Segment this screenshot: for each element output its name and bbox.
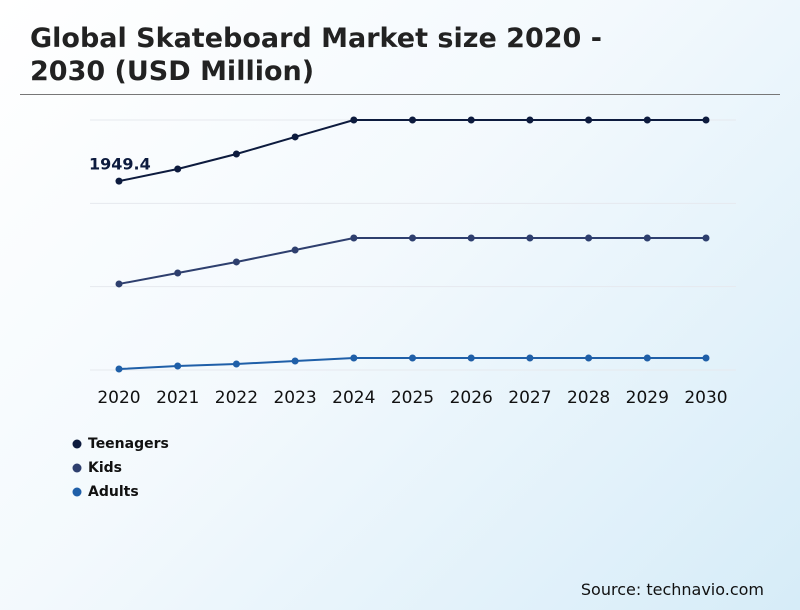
data-point bbox=[643, 234, 651, 242]
legend-marker bbox=[72, 487, 82, 497]
data-point bbox=[585, 354, 593, 362]
x-tick-label: 2023 bbox=[273, 388, 316, 408]
legend-label: Adults bbox=[88, 484, 139, 500]
x-tick-label: 2020 bbox=[97, 388, 140, 408]
data-point bbox=[174, 362, 182, 370]
data-point bbox=[643, 354, 651, 362]
data-point bbox=[291, 357, 299, 365]
series-line bbox=[118, 119, 706, 183]
data-point bbox=[467, 354, 475, 362]
x-tick-label: 2027 bbox=[508, 388, 551, 408]
legend-marker bbox=[72, 463, 82, 473]
data-point bbox=[232, 360, 240, 368]
data-point bbox=[350, 116, 358, 124]
title-rule bbox=[20, 94, 780, 95]
x-tick-label: 2022 bbox=[215, 388, 258, 408]
x-tick-label: 2029 bbox=[626, 388, 669, 408]
legend-label: Kids bbox=[88, 460, 122, 476]
chart-title: Global Skateboard Market size 2020 - 203… bbox=[30, 23, 602, 87]
data-point bbox=[702, 116, 710, 124]
data-point bbox=[526, 354, 534, 362]
legend-label: Teenagers bbox=[88, 436, 169, 452]
data-point bbox=[174, 269, 182, 277]
data-point bbox=[115, 280, 123, 288]
x-tick-label: 2024 bbox=[332, 388, 375, 408]
data-label: 1949.4 bbox=[89, 155, 151, 174]
x-tick-label: 2026 bbox=[450, 388, 493, 408]
x-tick-label: 2025 bbox=[391, 388, 434, 408]
data-point bbox=[409, 234, 416, 242]
data-point bbox=[115, 365, 123, 373]
data-point bbox=[409, 116, 416, 124]
x-tick-label: 2028 bbox=[567, 388, 610, 408]
x-tick-label: 2021 bbox=[156, 388, 199, 408]
data-point bbox=[585, 116, 593, 124]
data-point bbox=[291, 133, 299, 141]
data-point bbox=[526, 234, 534, 242]
data-point bbox=[174, 165, 182, 173]
series-line bbox=[118, 237, 706, 285]
data-point bbox=[585, 234, 593, 242]
data-point bbox=[291, 246, 299, 254]
data-point bbox=[643, 116, 651, 124]
data-point bbox=[115, 177, 123, 185]
x-tick-label: 2030 bbox=[684, 388, 727, 408]
data-point bbox=[232, 150, 240, 158]
data-point bbox=[350, 354, 358, 362]
legend-marker bbox=[72, 439, 82, 449]
data-point bbox=[467, 234, 475, 242]
data-point bbox=[467, 116, 475, 124]
data-point bbox=[350, 234, 358, 242]
data-point bbox=[232, 258, 240, 266]
data-point bbox=[702, 234, 710, 242]
data-point bbox=[702, 354, 710, 362]
source: Source: technavio.com bbox=[580, 580, 764, 599]
data-point bbox=[409, 354, 416, 362]
data-point bbox=[526, 116, 534, 124]
